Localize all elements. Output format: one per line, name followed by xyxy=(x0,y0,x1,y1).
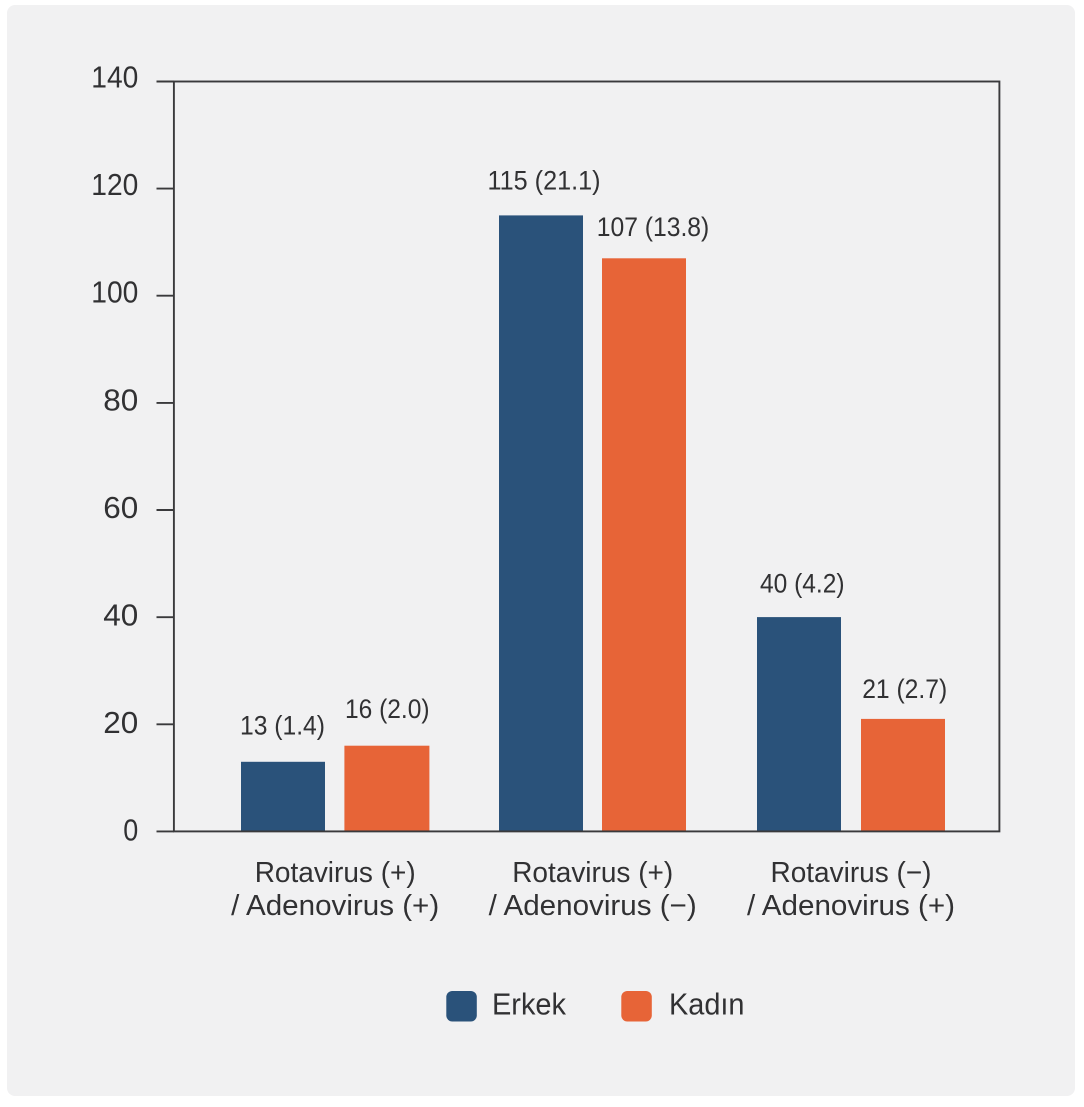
svg-text:16 (2.0): 16 (2.0) xyxy=(345,694,430,724)
svg-text:60: 60 xyxy=(103,490,138,525)
svg-text:13 (1.4): 13 (1.4) xyxy=(240,711,325,741)
svg-text:140: 140 xyxy=(91,59,138,94)
svg-text:Rotavirus (−): Rotavirus (−) xyxy=(771,857,932,889)
svg-text:40: 40 xyxy=(103,598,138,633)
svg-text:115 (21.1): 115 (21.1) xyxy=(488,166,601,196)
svg-text:100: 100 xyxy=(91,275,138,310)
svg-text:/ Adenovirus (+): / Adenovirus (+) xyxy=(747,890,955,922)
svg-text:Erkek: Erkek xyxy=(492,987,566,1022)
svg-text:/ Adenovirus (−): / Adenovirus (−) xyxy=(489,890,697,922)
svg-text:0: 0 xyxy=(123,813,138,848)
svg-text:21 (2.7): 21 (2.7) xyxy=(862,674,947,704)
svg-text:20: 20 xyxy=(103,705,138,740)
svg-text:Rotavirus (+): Rotavirus (+) xyxy=(255,857,416,889)
svg-text:40 (4.2): 40 (4.2) xyxy=(760,569,845,599)
svg-text:Kadın: Kadın xyxy=(669,987,745,1022)
svg-text:107 (13.8): 107 (13.8) xyxy=(597,212,710,242)
svg-text:80: 80 xyxy=(103,382,138,417)
svg-text:Rotavirus (+): Rotavirus (+) xyxy=(512,857,673,889)
svg-text:120: 120 xyxy=(91,167,138,202)
svg-text:/ Adenovirus (+): / Adenovirus (+) xyxy=(231,890,439,922)
